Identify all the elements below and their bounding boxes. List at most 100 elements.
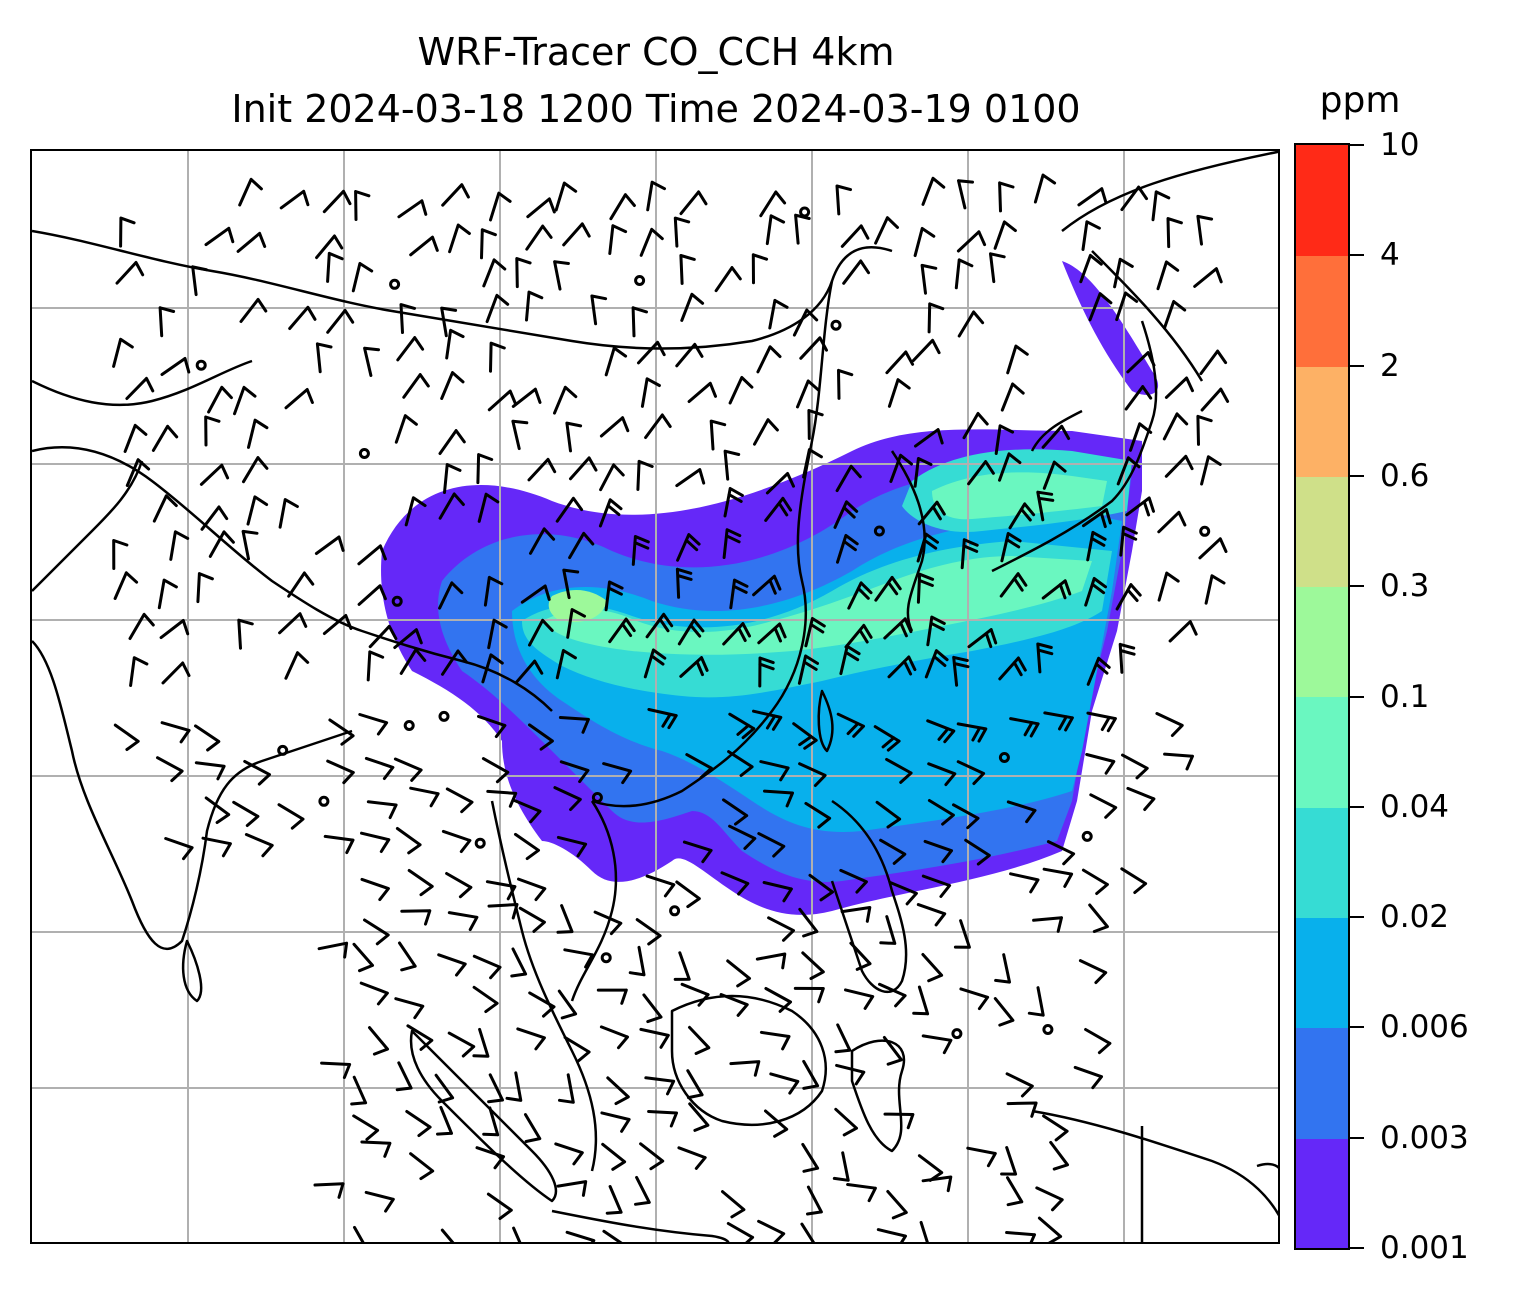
tracer-plume: [381, 261, 1159, 915]
wind-barb: [326, 759, 355, 785]
wind-barb: [834, 1107, 858, 1137]
wind-barb: [989, 252, 1006, 284]
wind-barb: [353, 1225, 365, 1242]
wind-barb: [512, 798, 542, 824]
wind-barb: [357, 544, 387, 566]
wind-barb: [1043, 711, 1074, 732]
wind-barb: [368, 624, 398, 649]
wind-barb: [482, 1106, 500, 1137]
wind-barb: [998, 181, 1015, 213]
wind-barb: [556, 904, 574, 934]
wind-barb: [233, 385, 257, 416]
wind-barb: [112, 337, 134, 368]
wind-barb: [1124, 385, 1153, 411]
wind-barb: [1200, 455, 1222, 486]
wind-barb: [675, 468, 706, 488]
map-title-line1: WRF-Tracer CO_CCH 4km: [417, 30, 895, 74]
wind-barb: [313, 1182, 345, 1199]
wind-barb: [882, 1036, 903, 1066]
wind-barb: [599, 463, 625, 492]
wind-barb: [847, 581, 873, 610]
wind-barb: [119, 216, 136, 248]
colorbar-tick: [1350, 1247, 1364, 1249]
wind-barb: [804, 801, 832, 829]
wind-barb: [998, 452, 1022, 482]
wind-barb: [599, 416, 630, 438]
wind-barb: [204, 226, 235, 247]
wind-barb: [759, 1030, 791, 1051]
wind-barb: [125, 376, 155, 400]
wind-barb: [1000, 382, 1025, 412]
colorbar-tick-label: 0.02: [1380, 899, 1450, 936]
wind-barb: [476, 453, 494, 485]
wind-barb: [839, 868, 868, 894]
wind-barb: [673, 951, 691, 981]
wind-barb: [526, 197, 556, 219]
wind-barb: [517, 877, 547, 902]
wind-barb: [514, 659, 544, 684]
wind-barb: [646, 180, 666, 212]
wind-barb: [445, 787, 474, 814]
wind-barb: [317, 941, 349, 959]
wind-barb: [921, 1034, 953, 1055]
wind-barb: [440, 371, 465, 400]
wind-barb: [1151, 190, 1171, 222]
wind-barb: [999, 572, 1028, 598]
wind-barb: [1084, 1028, 1112, 1055]
wind-barb: [840, 224, 870, 248]
wind-barb: [352, 942, 374, 973]
wind-barb: [1168, 620, 1198, 643]
wind-barb: [352, 1114, 380, 1141]
wind-barb: [475, 1146, 505, 1170]
wind-barb: [1115, 583, 1142, 611]
wind-barb: [1008, 502, 1036, 530]
wind-barb: [556, 1180, 588, 1197]
wind-barb: [441, 183, 470, 207]
wind-barb: [919, 1220, 929, 1242]
wind-barb: [1129, 422, 1153, 452]
colorbar-tick: [1350, 254, 1364, 257]
wind-barb: [596, 988, 628, 1005]
wind-barb: [726, 959, 751, 988]
wind-barb: [160, 357, 191, 376]
wind-barb: [920, 263, 938, 295]
wind-barb: [639, 1027, 670, 1049]
colorbar-tick: [1350, 585, 1364, 588]
wind-barb: [1086, 530, 1107, 562]
wind-barb: [169, 530, 190, 561]
wind-barb: [1042, 867, 1074, 888]
wind-barb: [562, 568, 580, 600]
wind-barb: [1196, 214, 1214, 246]
wind-barb: [637, 340, 666, 365]
wind-barb: [1005, 1072, 1034, 1098]
wind-barb: [1162, 412, 1189, 441]
wind-barb: [916, 532, 939, 563]
wind-barb: [512, 1226, 522, 1242]
wind-barb: [1163, 300, 1187, 330]
colorbar-tick: [1350, 695, 1364, 698]
wind-barb: [1009, 872, 1040, 894]
wind-barb: [1033, 173, 1057, 204]
wind-barb: [1086, 656, 1111, 686]
wind-barb: [128, 612, 155, 640]
calm-wind-marker: [600, 952, 612, 964]
wind-barb: [722, 798, 749, 826]
wind-barb: [394, 414, 418, 444]
wind-barb: [1126, 786, 1156, 811]
wind-barb: [1200, 387, 1230, 412]
wind-barb: [239, 297, 268, 323]
wind-barb: [448, 223, 471, 254]
wind-barb: [1079, 253, 1103, 284]
wind-barb: [751, 253, 769, 285]
wind-barb: [156, 756, 184, 783]
wind-barb: [487, 903, 519, 920]
wind-barb: [284, 651, 310, 680]
wind-barb: [510, 947, 528, 978]
wind-barb: [443, 463, 462, 494]
wind-barb: [879, 838, 907, 865]
wind-barb: [563, 1036, 591, 1063]
colorbar-tick: [1350, 144, 1364, 146]
wind-barb: [1120, 867, 1148, 894]
wind-barb: [481, 757, 510, 784]
wind-barb: [208, 530, 235, 558]
